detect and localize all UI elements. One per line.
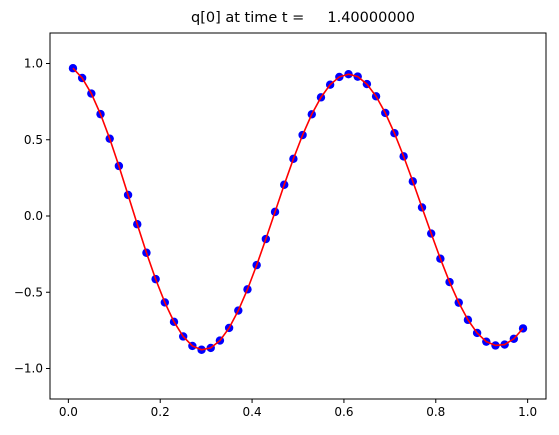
x-tick-label: 0.0 xyxy=(59,405,78,419)
y-axis: −1.0 −0.5 0.0 0.5 1.0 xyxy=(14,57,50,376)
x-axis: 0.0 0.2 0.4 0.6 0.8 1.0 xyxy=(59,399,537,419)
x-tick-label: 0.8 xyxy=(426,405,445,419)
y-tick-label: 0.5 xyxy=(24,133,43,147)
y-tick-label: 0.0 xyxy=(24,209,43,223)
y-tick-label: 1.0 xyxy=(24,57,43,71)
series-line xyxy=(72,67,524,351)
x-tick-label: 0.4 xyxy=(243,405,262,419)
x-tick-label: 1.0 xyxy=(518,405,537,419)
plot-area xyxy=(68,64,528,354)
axes-frame xyxy=(49,32,547,400)
chart-title: q[0] at time t = 1.40000000 xyxy=(191,10,415,26)
y-tick-label: −0.5 xyxy=(14,285,43,299)
y-tick-label: −1.0 xyxy=(14,362,43,376)
x-tick-label: 0.6 xyxy=(334,405,353,419)
x-tick-label: 0.2 xyxy=(151,405,170,419)
